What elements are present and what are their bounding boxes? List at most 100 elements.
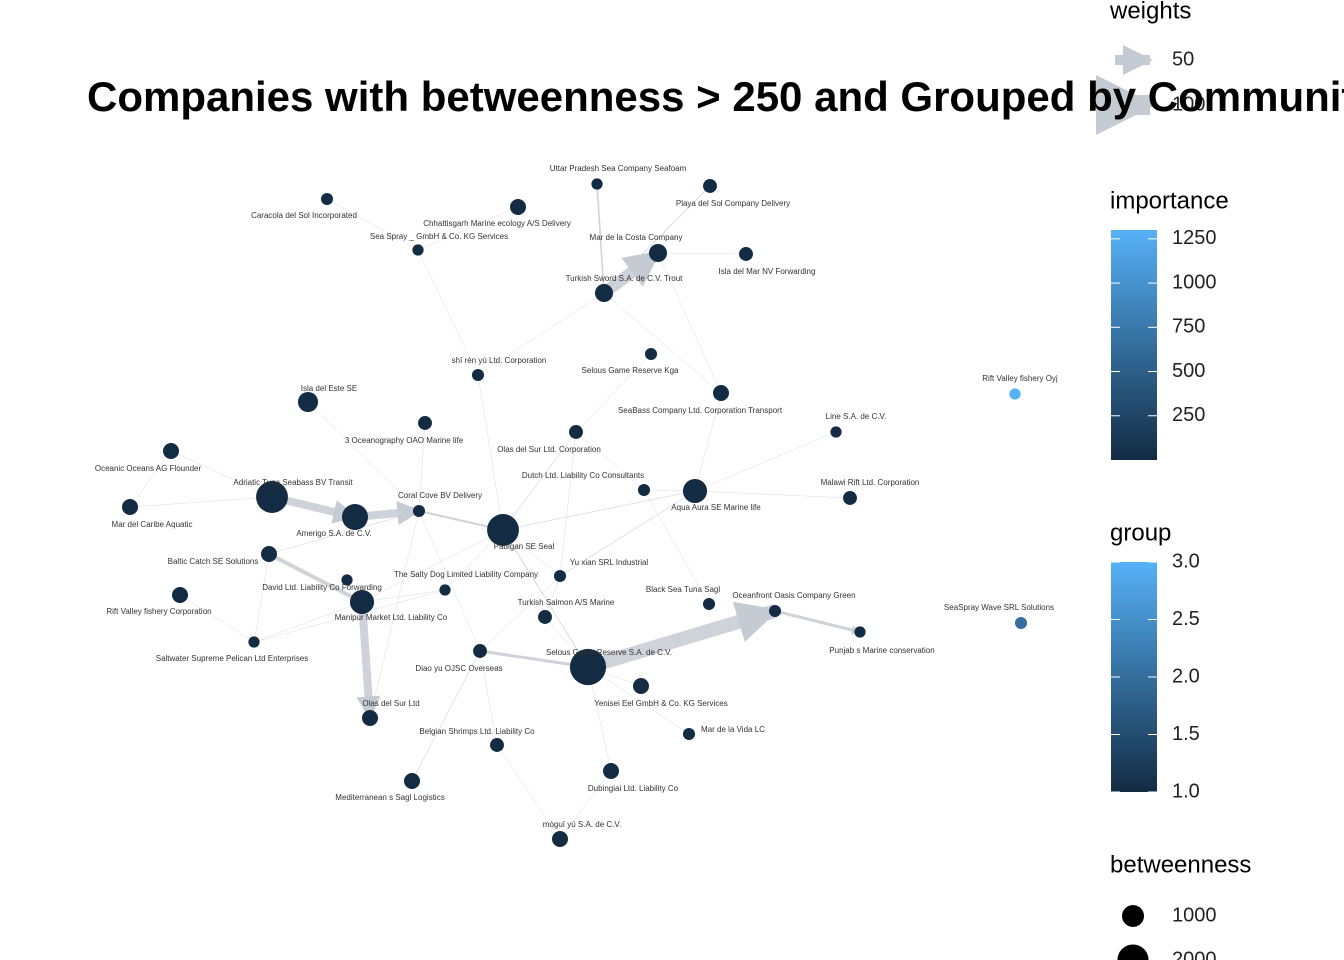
node bbox=[648, 243, 668, 263]
edge bbox=[477, 374, 504, 531]
edge bbox=[179, 594, 255, 643]
node-label: Amerigo S.A. de C.V. bbox=[296, 529, 371, 538]
node-label: Olas del Sur Ltd. Corporation bbox=[497, 445, 601, 454]
node bbox=[361, 709, 379, 727]
node-label: Belgian Shrimps Ltd. Liability Co bbox=[419, 727, 535, 736]
node bbox=[171, 586, 189, 604]
node bbox=[248, 636, 260, 648]
node bbox=[854, 626, 866, 638]
node-label: Caracola del Sol Incorporated bbox=[251, 211, 357, 220]
node-label: Dubingiai Ltd. Liability Co bbox=[588, 784, 679, 793]
node-label: Selous Game Reserve S.A. de C.V. bbox=[546, 648, 672, 657]
colorbar-label: 2.5 bbox=[1172, 608, 1200, 630]
colorbar-label: 250 bbox=[1172, 404, 1205, 426]
node bbox=[702, 597, 716, 611]
legend-title: weights bbox=[1109, 0, 1191, 24]
node bbox=[490, 738, 504, 752]
node bbox=[1014, 616, 1028, 630]
colorbar-label: 1.0 bbox=[1172, 780, 1200, 802]
node-label: Mar de la Costa Company bbox=[590, 233, 683, 242]
edge bbox=[253, 553, 270, 643]
node-label: Uttar Pradesh Sea Company Seafoam bbox=[550, 164, 687, 173]
edge bbox=[774, 609, 861, 635]
edge bbox=[326, 198, 419, 251]
node-label: shī rén yú Ltd. Corporation bbox=[452, 356, 547, 365]
edge bbox=[268, 510, 420, 555]
edge bbox=[479, 575, 561, 652]
node bbox=[412, 504, 426, 518]
edge bbox=[575, 353, 652, 433]
edge bbox=[657, 252, 722, 394]
node-label: Line S.A. de C.V. bbox=[826, 412, 887, 421]
node bbox=[473, 644, 487, 658]
edge bbox=[585, 601, 780, 674]
edge bbox=[587, 666, 690, 735]
edge bbox=[479, 650, 498, 746]
node-label: 3 Oceanography OAO Marine life bbox=[345, 436, 464, 445]
legend-key bbox=[1117, 944, 1149, 960]
node-label: Punjab s Marine conservation bbox=[829, 646, 934, 655]
node bbox=[320, 192, 334, 206]
node bbox=[843, 491, 857, 505]
node bbox=[509, 198, 527, 216]
edge bbox=[643, 489, 710, 605]
node bbox=[637, 483, 651, 497]
edge bbox=[129, 450, 172, 508]
node-label: Black Sea Tuna Sagl bbox=[646, 585, 720, 594]
node-label: Adriatic Tuna Seabass BV Transit bbox=[233, 478, 353, 487]
node bbox=[644, 347, 658, 361]
node-label: Baltic Catch SE Solutions bbox=[168, 557, 259, 566]
node bbox=[632, 677, 650, 695]
edge bbox=[603, 185, 711, 294]
legend-label: 50 bbox=[1172, 48, 1194, 70]
node bbox=[602, 762, 620, 780]
node bbox=[349, 589, 375, 615]
node-label: Mar de la Vida LC bbox=[701, 725, 765, 734]
node bbox=[739, 247, 753, 261]
node bbox=[412, 244, 424, 256]
node bbox=[487, 514, 519, 546]
colorbar-label: 750 bbox=[1172, 316, 1205, 338]
edge bbox=[369, 510, 420, 719]
node-label: Sea Spray _ GmbH & Co. KG Services bbox=[370, 232, 508, 241]
edge bbox=[559, 431, 577, 577]
edge bbox=[268, 552, 364, 604]
node-label: Diao yu OJSC Overseas bbox=[415, 664, 502, 673]
node-label: Isla del Este SE bbox=[301, 384, 357, 393]
edge bbox=[559, 490, 696, 577]
node-label: Dutch Ltd. Liability Co Consultants bbox=[522, 471, 644, 480]
node bbox=[471, 368, 485, 382]
node-label: SeaBass Company Ltd. Corporation Transpo… bbox=[618, 406, 783, 415]
edge bbox=[479, 649, 589, 671]
node-label: mòguī yú S.A. de C.V. bbox=[543, 820, 621, 829]
edge bbox=[694, 392, 722, 492]
colorbar-label: 1000 bbox=[1172, 271, 1217, 293]
node bbox=[121, 498, 139, 516]
node bbox=[594, 283, 614, 303]
node bbox=[341, 503, 369, 531]
node-label: Rift Valley fishery Corporation bbox=[106, 607, 211, 616]
node-label: David Ltd. Liability Co Forwarding bbox=[262, 583, 382, 592]
node bbox=[1009, 388, 1021, 400]
node bbox=[297, 391, 319, 413]
edge bbox=[418, 422, 426, 512]
edge bbox=[477, 292, 605, 376]
node bbox=[162, 442, 180, 460]
legend-label: 1000 bbox=[1172, 904, 1217, 926]
node-label: Padigan SE Seal bbox=[494, 542, 555, 551]
edge bbox=[544, 575, 561, 618]
node-label: The Salty Dog Limited Liability Company bbox=[394, 570, 538, 579]
node bbox=[591, 178, 603, 190]
edge bbox=[496, 744, 561, 840]
node bbox=[569, 425, 583, 439]
colorbar bbox=[1111, 230, 1157, 460]
edge bbox=[361, 589, 446, 603]
edge bbox=[559, 770, 612, 840]
edge bbox=[253, 601, 363, 643]
node-label: SeaSpray Wave SRL Solutions bbox=[944, 603, 1054, 612]
edge bbox=[603, 292, 722, 394]
node bbox=[682, 478, 708, 504]
edge bbox=[657, 252, 747, 255]
legend-key bbox=[1122, 905, 1144, 927]
colorbar-label: 500 bbox=[1172, 360, 1205, 382]
